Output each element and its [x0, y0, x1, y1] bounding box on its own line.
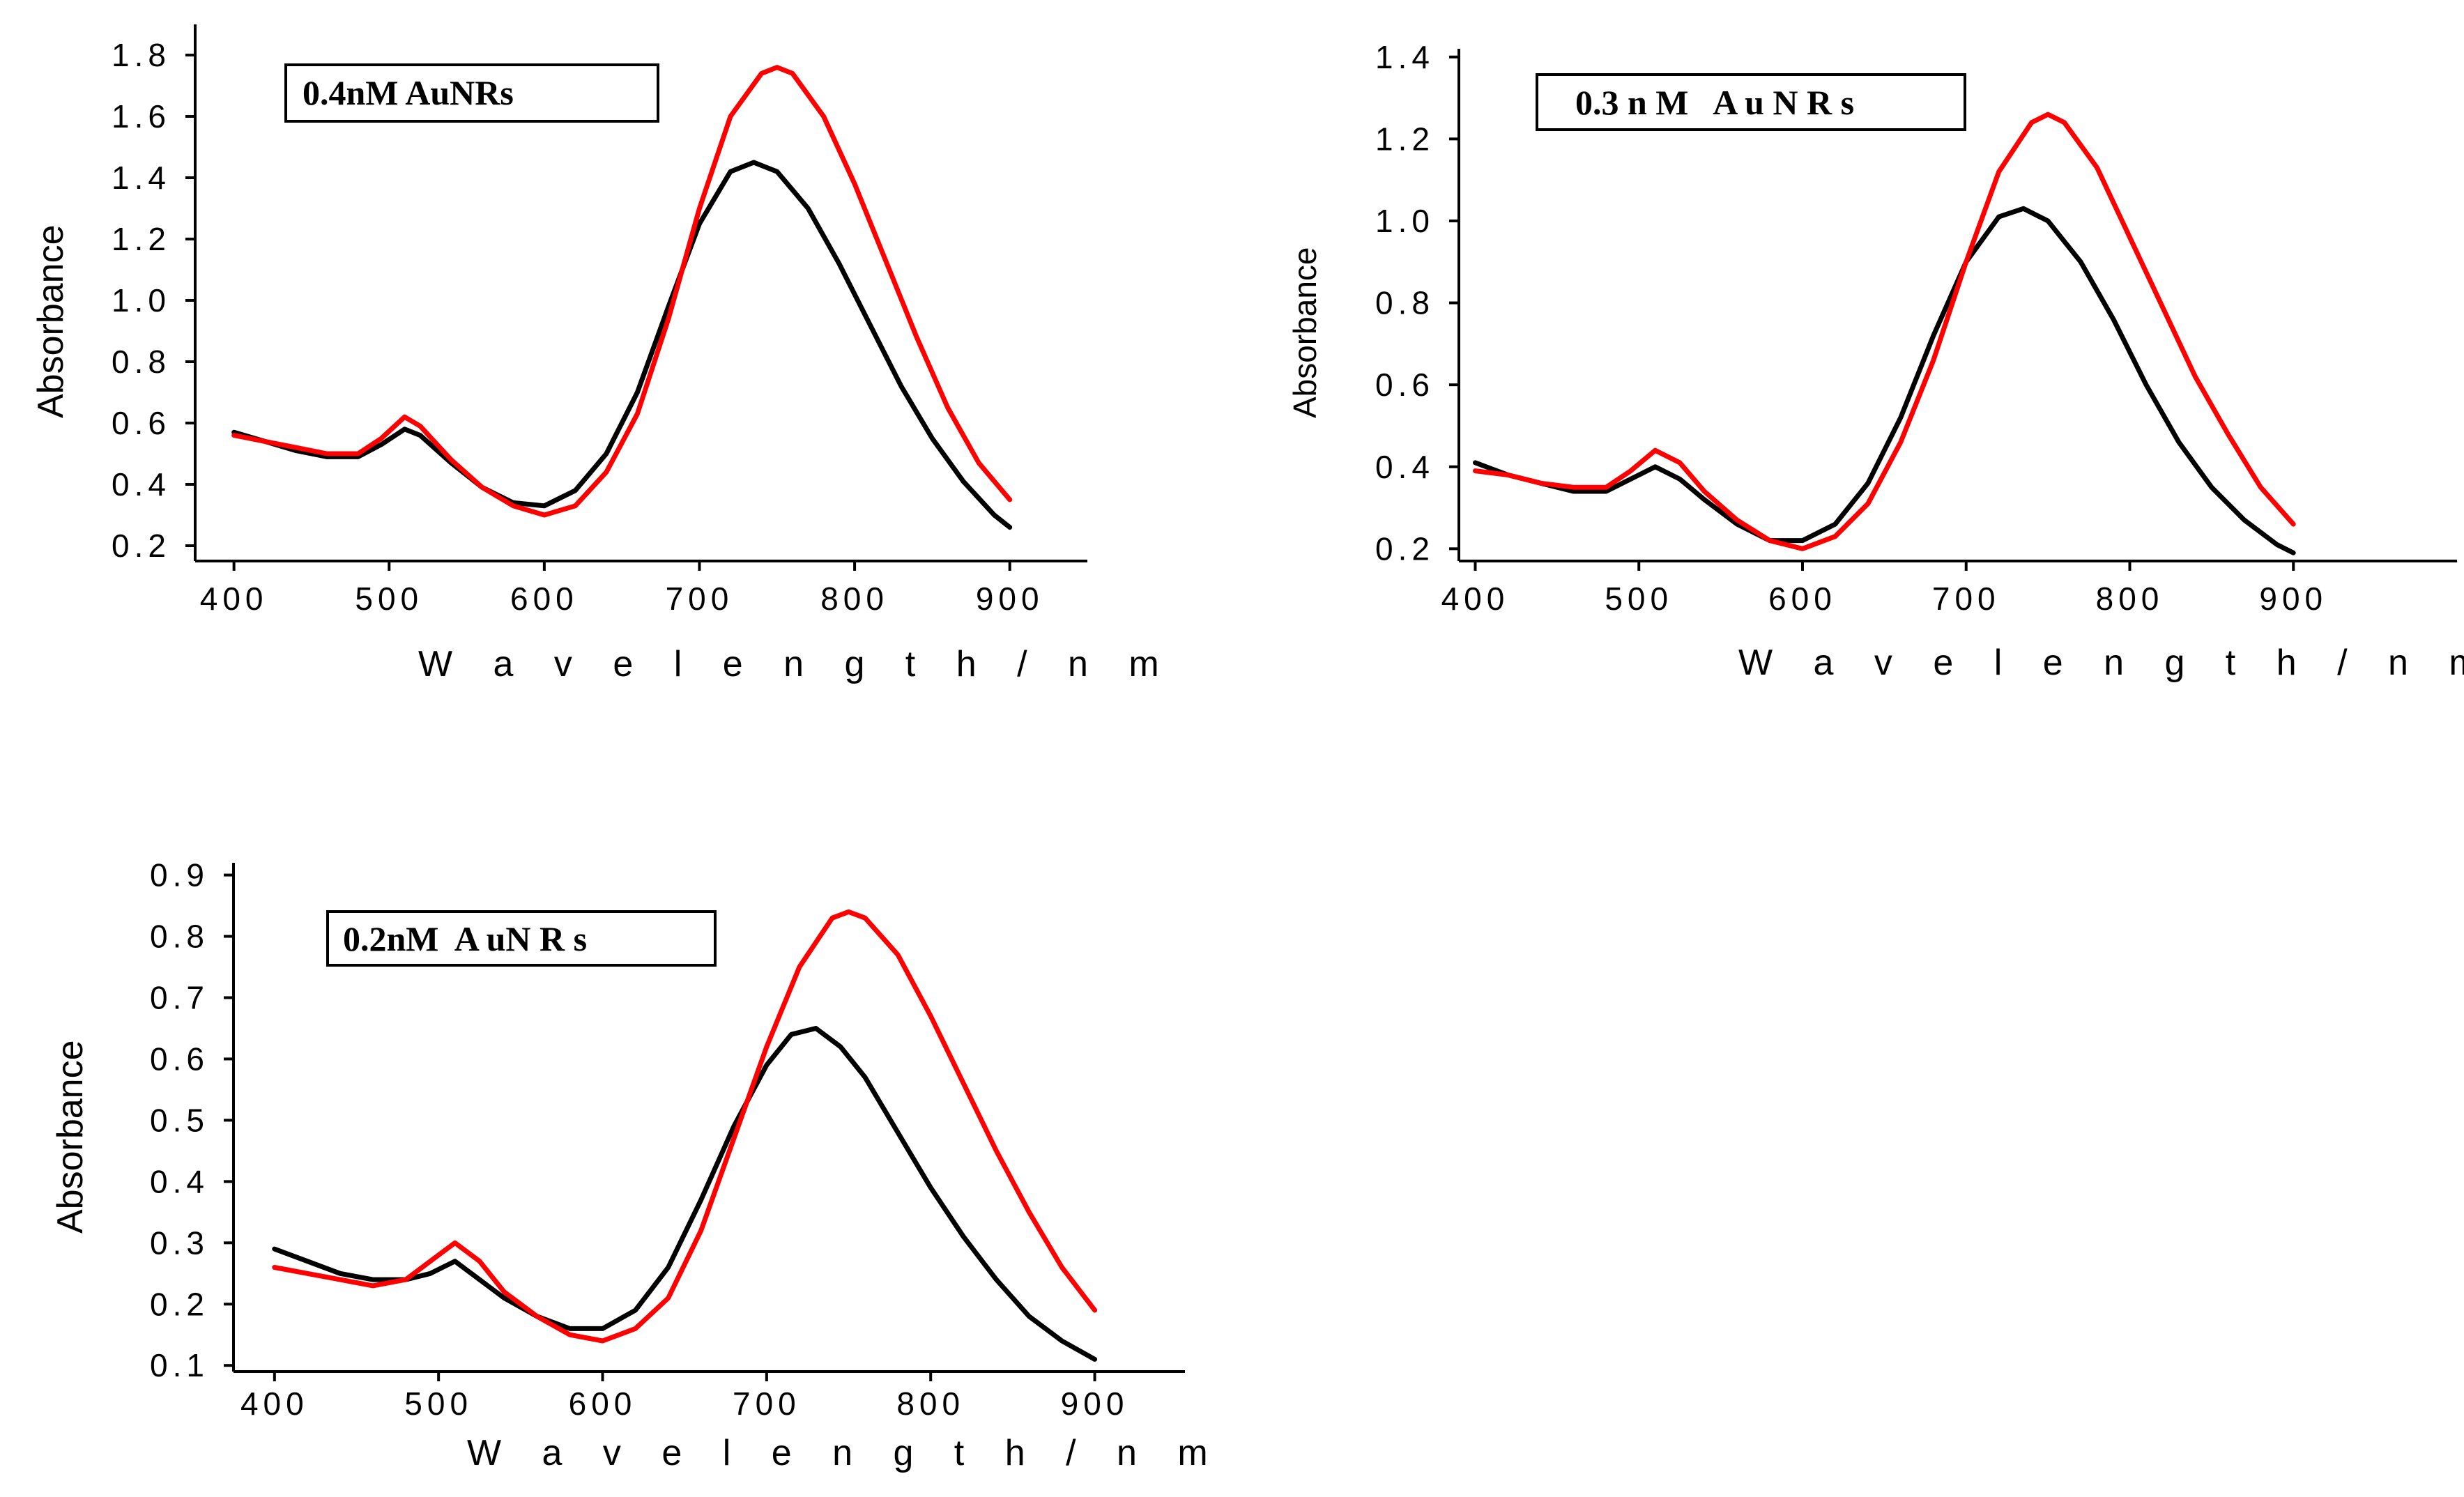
- chart-panel-1: 400 500 600 700 800 900 0.2 0.4 0.6 0.8 1.0 1.2 1.4 1…: [0, 0, 1159, 711]
- series-line-1: [272, 1026, 1098, 1362]
- chart-1: 400 500 600 700 800 900 0.2 0.4 0.6 0.8 1.0 1.2 1.4 1…: [31, 24, 1159, 684]
- y-tick-label: 1.2: [1375, 121, 1434, 157]
- y-tick-label: 0.3: [150, 1225, 209, 1261]
- y-tick-label: 0.8: [150, 919, 209, 955]
- x-tick-label: 600: [1768, 581, 1837, 617]
- chart-2: 400 500 600 700 800 9000.20.40.60.81.01.21.4 …: [1287, 39, 2464, 683]
- chart-3: 400 500 600 700 800 900 0.1 0.2 0.3 0.4 0.5 0.6 0.7 0…: [50, 857, 1208, 1473]
- legend-box: [326, 910, 717, 967]
- x-tick-label: 800: [896, 1385, 965, 1422]
- x-tick-label: 700: [733, 1385, 801, 1422]
- y-tick-label: 0.2: [112, 528, 171, 564]
- y-tick-label: 1.4: [1375, 39, 1434, 75]
- legend-box: [1536, 73, 1966, 131]
- y-tick-label: 1.2: [112, 221, 171, 257]
- x-tick-label: 900: [976, 581, 1044, 617]
- y-tick-label: 0.1: [150, 1347, 209, 1383]
- y-tick-label: 0.8: [112, 344, 171, 380]
- x-tick-label: 400: [200, 581, 268, 617]
- series-line-1: [231, 160, 1013, 530]
- y-tick-label: 1.8: [112, 37, 171, 73]
- x-axis-title: W a v e l e n g t h / n m: [418, 644, 1174, 684]
- legend-box: [284, 63, 659, 123]
- x-tick-label: 600: [569, 1385, 637, 1422]
- chart-panel-2: 400 500 600 700 800 900 0.2 0.4 0.6 0.8 1.0 1.2 1.4 …: [1255, 0, 2464, 711]
- x-tick-label: 400: [1441, 581, 1510, 617]
- x-tick-label: 800: [2096, 581, 2164, 617]
- y-tick-label: 0.5: [150, 1102, 209, 1138]
- series-line-2: [231, 65, 1013, 518]
- y-tick-label: 0.2: [150, 1286, 209, 1322]
- x-tick-label: 500: [355, 581, 423, 617]
- y-tick-label: 0.8: [1375, 285, 1434, 321]
- y-tick-label: 0.6: [150, 1041, 209, 1077]
- y-axis-title: Absorbance: [31, 224, 71, 418]
- y-tick-label: 0.4: [112, 466, 171, 502]
- y-tick-label: 1.0: [112, 282, 171, 318]
- x-tick-label: 700: [666, 581, 734, 617]
- x-tick-label: 900: [1061, 1385, 1129, 1422]
- y-tick-label: 0.6: [1375, 367, 1434, 403]
- x-axis-title: W a v e l e n g t h / n m: [1738, 643, 2464, 683]
- y-tick-label: 0.4: [150, 1163, 209, 1199]
- y-tick-label: 0.2: [1375, 530, 1434, 567]
- chart-panel-3: 400 500 600 700 800 900 0.1 0.2 0.3 0.4 0.5 0.6 0.7 0…: [0, 829, 1213, 1497]
- series-line-2: [272, 909, 1098, 1344]
- y-tick-label: 1.4: [112, 160, 171, 196]
- y-axis-title: Absorbance: [50, 1040, 91, 1234]
- chart-annotation: 0.3 n M A u N R s: [1575, 83, 1854, 122]
- chart-annotation: 0.2nM A uN R s: [343, 919, 587, 958]
- y-tick-label: 0.9: [150, 857, 209, 893]
- x-tick-label: 500: [404, 1385, 473, 1422]
- x-tick-label: 600: [510, 581, 579, 617]
- series-line-1: [1473, 206, 2296, 555]
- y-axis-title: Absorbance: [1287, 247, 1323, 419]
- x-tick-label: 800: [820, 581, 889, 617]
- x-tick-label: 900: [2259, 581, 2327, 617]
- x-tick-label: 400: [240, 1385, 309, 1422]
- y-tick-label: 1.0: [1375, 203, 1434, 239]
- y-tick-label: 0.7: [150, 979, 209, 1015]
- y-tick-label: 0.4: [1375, 449, 1434, 485]
- x-tick-label: 500: [1605, 581, 1673, 617]
- y-tick-label: 0.6: [112, 405, 171, 441]
- chart-annotation: 0.4nM AuNRs: [303, 73, 514, 112]
- x-axis-title: W a v e l e n g t h / n m: [467, 1433, 1223, 1473]
- x-tick-label: 700: [1932, 581, 2000, 617]
- series-line-2: [1473, 112, 2296, 551]
- y-tick-label: 1.6: [112, 98, 171, 135]
